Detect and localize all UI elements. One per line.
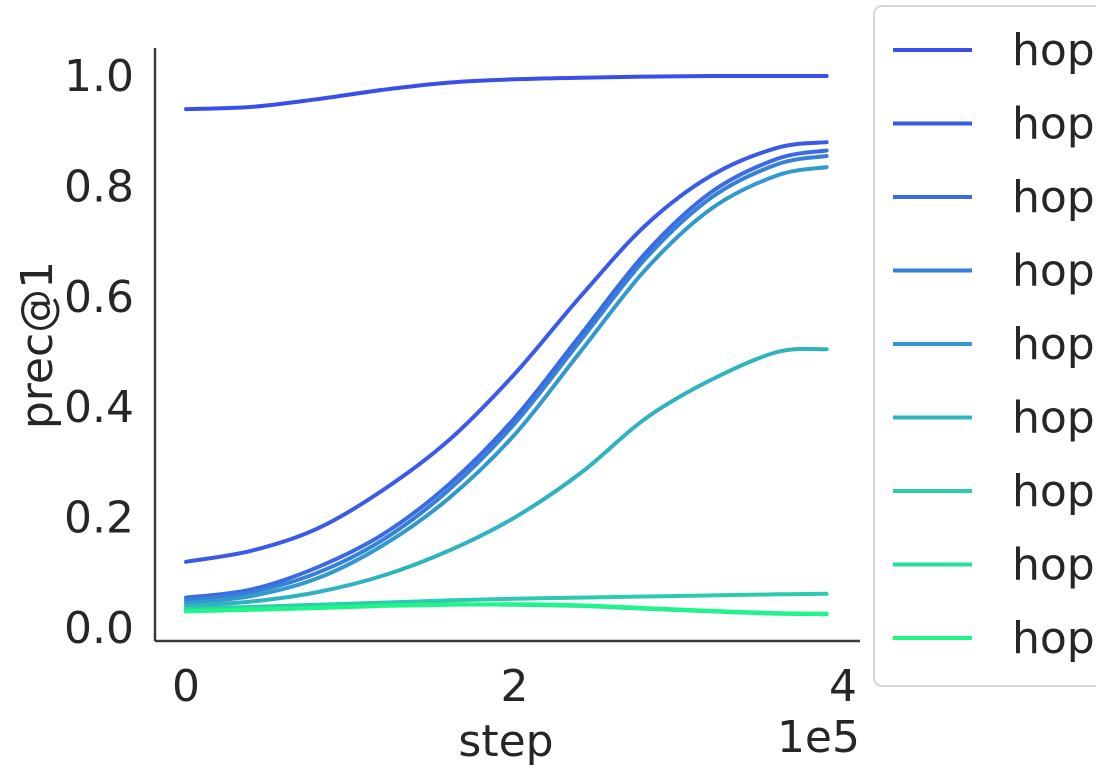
legend-label-8: hop <box>1012 540 1095 591</box>
x-tick-labels: 0 2 4 <box>172 661 857 712</box>
y-tick-label: 0.4 <box>64 382 134 433</box>
legend-label-5: hop <box>1012 319 1095 370</box>
series-line-9 <box>184 602 829 616</box>
y-tick-label: 0.0 <box>64 603 134 654</box>
legend-label-2: hop <box>1012 99 1095 150</box>
legend-label-1: hop <box>1012 25 1095 76</box>
y-tick-labels: 0.0 0.2 0.4 0.6 0.8 1.0 <box>64 51 134 654</box>
x-offset-label: 1e5 <box>777 712 860 763</box>
legend-label-9: hop <box>1012 613 1095 664</box>
legend-box <box>873 5 1096 687</box>
legend-entries: hop hop hop hop hop hop hop hop hop <box>893 25 1095 664</box>
y-axis-label: prec@1 <box>12 261 63 429</box>
series-line-5 <box>184 165 829 606</box>
y-tick-label: 0.8 <box>64 161 134 212</box>
y-tick-label: 0.6 <box>64 272 134 323</box>
x-tick-label: 2 <box>501 661 529 712</box>
series-layer <box>184 73 829 617</box>
x-tick-label: 0 <box>172 661 200 712</box>
legend-label-7: hop <box>1012 466 1095 517</box>
legend: hop hop hop hop hop hop hop hop hop <box>873 5 1096 687</box>
series-line-6 <box>184 346 829 608</box>
series-line-2 <box>184 140 829 564</box>
y-tick-label: 1.0 <box>64 51 134 102</box>
legend-label-3: hop <box>1012 172 1095 223</box>
legend-label-4: hop <box>1012 246 1095 297</box>
x-tick-label: 4 <box>829 661 857 712</box>
y-tick-label: 0.2 <box>64 493 134 544</box>
series-line-3 <box>184 148 829 600</box>
series-line-1 <box>184 73 829 112</box>
series-line-4 <box>184 154 829 603</box>
legend-label-6: hop <box>1012 393 1095 444</box>
x-axis-label: step <box>458 716 553 767</box>
